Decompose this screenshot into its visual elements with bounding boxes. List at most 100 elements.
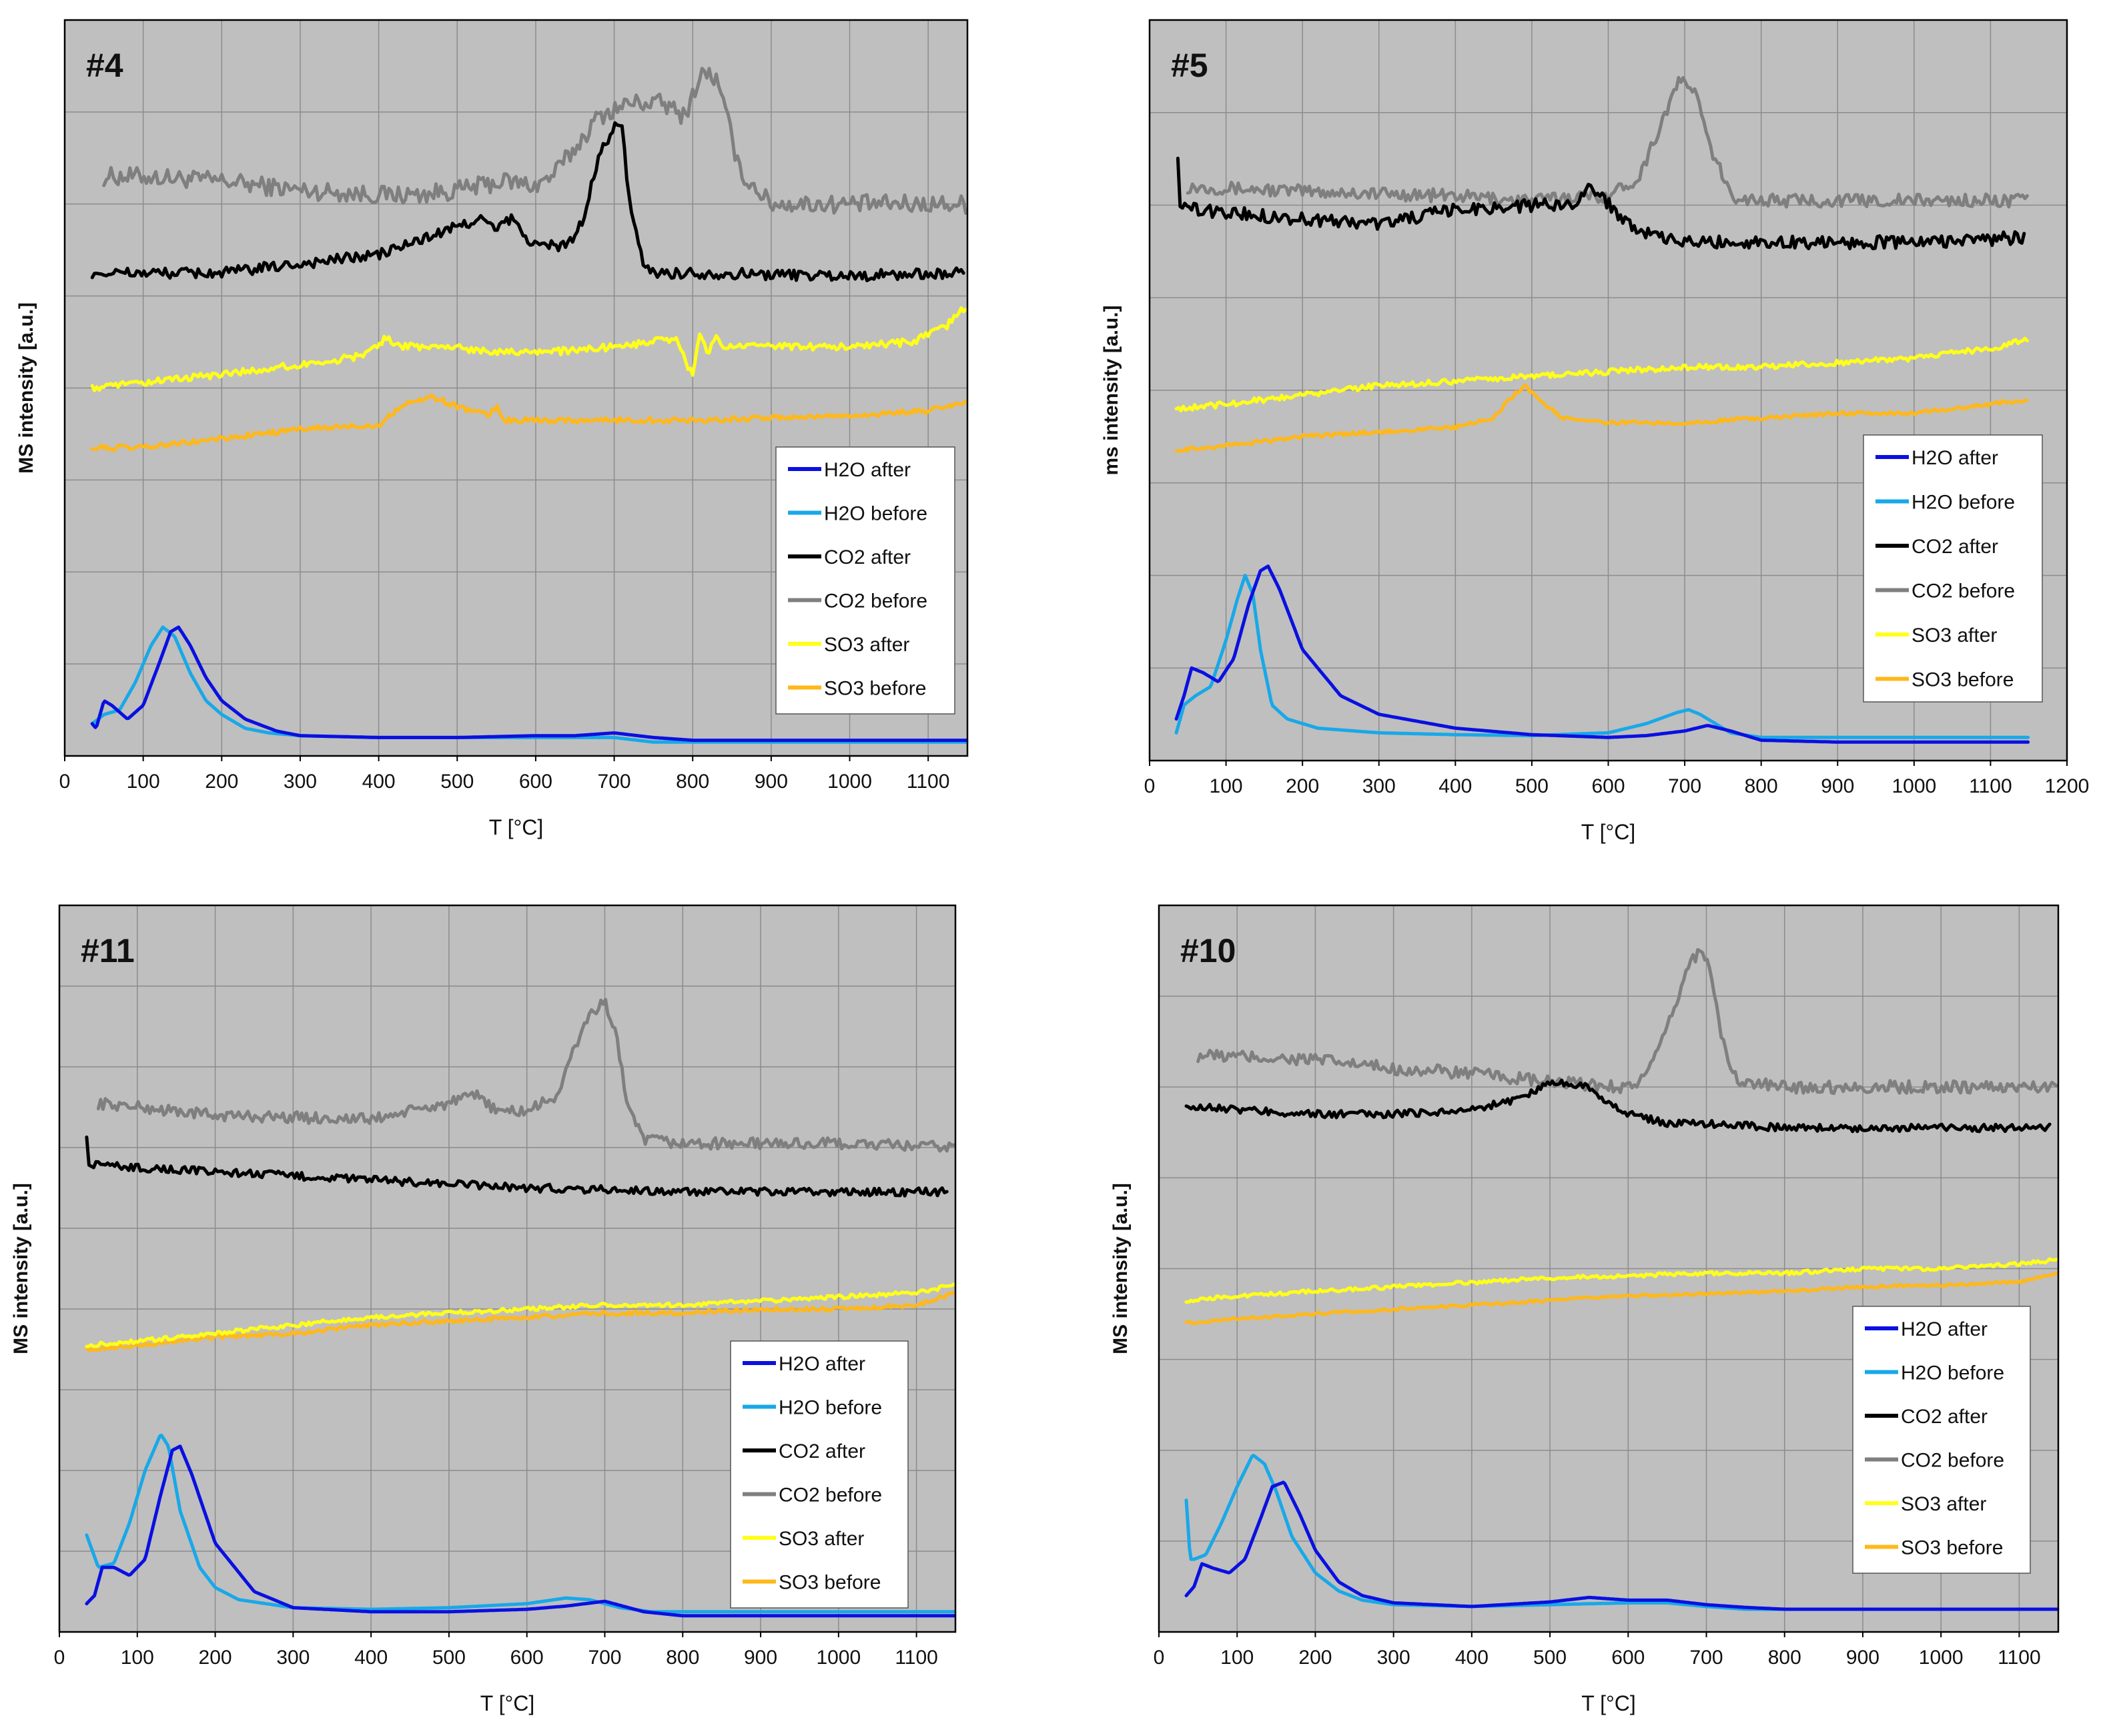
x-tick-label: 700 (1668, 775, 1701, 797)
x-tick-label: 600 (510, 1647, 544, 1669)
y-axis-title: MS intensity [a.u.] (1110, 1183, 1132, 1354)
legend-label: SO3 after (1912, 624, 1997, 646)
x-tick-label: 0 (1144, 775, 1156, 797)
x-tick-label: 200 (1298, 1647, 1332, 1669)
legend-label: H2O after (1912, 447, 1998, 469)
y-axis-title: MS intensity [a.u.] (10, 1183, 32, 1354)
x-tick-label: 1100 (1998, 1647, 2041, 1669)
x-tick-label: 1100 (895, 1647, 938, 1669)
x-tick-label: 700 (588, 1647, 621, 1669)
legend-box (775, 446, 955, 715)
x-axis-title: T [°C] (1581, 1691, 1636, 1715)
x-tick-label: 500 (1515, 775, 1549, 797)
legend-label: SO3 after (779, 1528, 864, 1550)
plot-frame (1158, 904, 2060, 1633)
series-line-h2o-after (1174, 564, 2030, 744)
legend-label: SO3 after (1901, 1493, 1986, 1515)
x-tick-label: 0 (59, 771, 71, 793)
x-tick-label: 200 (1286, 775, 1319, 797)
x-tick-label: 800 (1745, 775, 1778, 797)
series-line-co2-before (96, 997, 956, 1153)
panel-label: #5 (1171, 47, 1208, 84)
x-tick-label: 900 (1846, 1647, 1879, 1669)
series-line-co2-after (85, 1136, 949, 1198)
legend-label: SO3 before (779, 1572, 881, 1594)
series-line-so3-after (85, 1282, 956, 1348)
x-tick-label: 800 (666, 1647, 699, 1669)
legend-label: CO2 before (779, 1484, 882, 1506)
x-tick-label: 100 (121, 1647, 154, 1669)
x-tick-label: 300 (1377, 1647, 1410, 1669)
x-tick-label: 600 (519, 771, 552, 793)
legend-label: SO3 before (824, 678, 926, 700)
panel-label: #11 (81, 932, 135, 969)
x-tick-label: 1000 (1891, 775, 1936, 797)
x-tick-label: 800 (1768, 1647, 1801, 1669)
series-line-h2o-before (1174, 574, 2030, 739)
legend-label: CO2 after (1901, 1406, 1988, 1428)
legend: H2O after H2O before CO2 after CO2 before SO… (1852, 1306, 2031, 1574)
series-line-so3-after (90, 306, 968, 392)
series-line-co2-after (90, 121, 965, 283)
y-axis-title: MS intensity [a.u.] (15, 302, 37, 474)
x-tick-label: 300 (1362, 775, 1396, 797)
x-tick-label: 900 (1821, 775, 1854, 797)
legend-box (730, 1340, 909, 1609)
x-tick-label: 600 (1611, 1647, 1645, 1669)
legend: H2O after H2O before CO2 after CO2 before SO… (775, 446, 955, 715)
legend-label: SO3 after (824, 634, 909, 656)
series-line-co2-after (1184, 1078, 2052, 1134)
chart-panel-4: 0 100 200 300 400 500 600 700 800 900 1000 1100 T [°… (1110, 904, 2060, 1715)
x-tick-label: 900 (744, 1647, 777, 1669)
legend-label: H2O after (1901, 1318, 1988, 1340)
legend-box (1852, 1306, 2031, 1574)
chart-panel-2: 0 100 200 300 400 500 600 700 800 900 1000 1100 1200… (1100, 19, 2090, 844)
series-line-so3-after (1174, 336, 2029, 413)
legend-label: SO3 before (1901, 1537, 2003, 1559)
x-tick-label: 100 (127, 771, 160, 793)
x-axis-title: T [°C] (489, 815, 544, 839)
x-tick-label: 300 (276, 1647, 310, 1669)
x-tick-label: 1200 (2045, 775, 2090, 797)
series-line-so3-before (90, 393, 968, 452)
panel-label: #4 (86, 47, 123, 84)
x-tick-label: 700 (1689, 1647, 1723, 1669)
legend-label: H2O before (824, 503, 927, 525)
series-line-co2-after (1176, 156, 2026, 251)
x-tick-label: 0 (54, 1647, 65, 1669)
y-axis-title: ms intensity [a.u.] (1100, 305, 1122, 475)
legend-label: H2O before (1912, 492, 2015, 514)
x-tick-label: 100 (1210, 775, 1243, 797)
x-tick-label: 1000 (827, 771, 872, 793)
x-tick-label: 500 (440, 771, 474, 793)
x-tick-label: 400 (1438, 775, 1472, 797)
x-tick-label: 300 (284, 771, 317, 793)
chart-panel-3: 0 100 200 300 400 500 600 700 800 900 1000 1100 T [°… (10, 904, 957, 1715)
legend-label: CO2 after (779, 1440, 865, 1462)
series-line-h2o-before (85, 1433, 957, 1614)
legend: H2O after H2O before CO2 after CO2 before SO… (730, 1340, 909, 1609)
series-line-co2-before (1196, 948, 2059, 1096)
x-tick-label: 1000 (816, 1647, 861, 1669)
plot-frame (63, 19, 969, 757)
legend-label: CO2 before (824, 590, 927, 612)
legend-label: H2O before (1901, 1362, 2004, 1384)
x-tick-label: 1100 (1969, 775, 2012, 797)
x-tick-label: 700 (598, 771, 631, 793)
series-line-h2o-after (85, 1444, 957, 1618)
series-line-h2o-after (1184, 1480, 2060, 1611)
legend-label: SO3 before (1912, 669, 2014, 691)
plot-frame (58, 904, 957, 1633)
x-tick-label: 600 (1591, 775, 1625, 797)
legend: H2O after H2O before CO2 after CO2 before SO… (1863, 434, 2043, 703)
legend-label: H2O before (779, 1397, 882, 1419)
x-tick-label: 1000 (1919, 1647, 1964, 1669)
series-line-so3-before (1184, 1271, 2059, 1326)
x-tick-label: 500 (1533, 1647, 1567, 1669)
x-tick-label: 100 (1220, 1647, 1254, 1669)
x-tick-label: 400 (1455, 1647, 1489, 1669)
x-tick-label: 400 (362, 771, 396, 793)
series-line-so3-after (1184, 1257, 2059, 1304)
series-line-h2o-after (90, 625, 969, 743)
